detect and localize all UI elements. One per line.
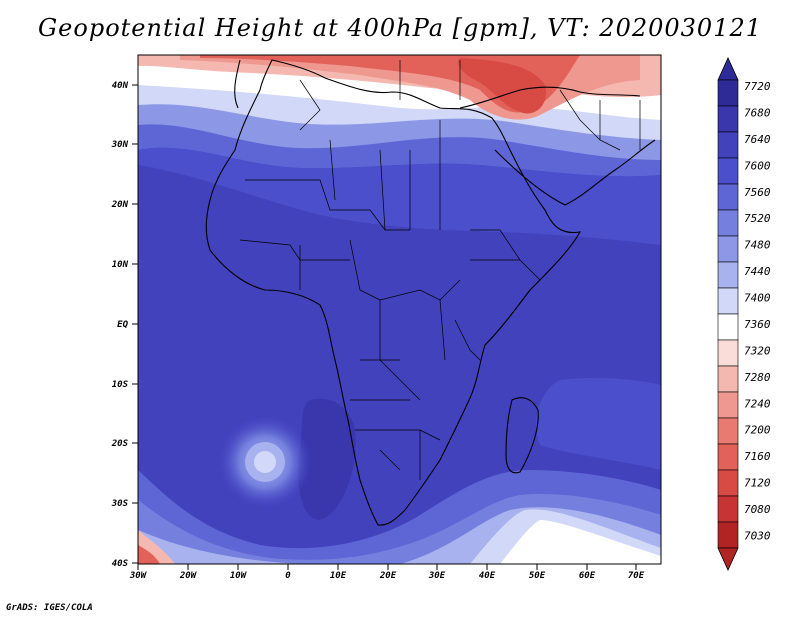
colorbar-swatch [717,391,739,419]
colorbar-swatch [717,495,739,523]
colorbar-swatch [717,287,739,315]
colorbar-label: 7720 [744,80,771,93]
lat-label: EQ [117,320,128,330]
colorbar-label: 7600 [744,159,771,172]
lon-label: 20E [379,571,397,581]
colorbar-swatch [717,105,739,133]
country-borders [239,60,641,480]
latitude-axis [132,84,138,564]
colorbar-label: 7160 [744,450,771,463]
colorbar-label: 7640 [744,133,771,146]
lat-label: 30S [111,499,129,509]
colorbar-swatch [717,209,739,237]
colorbar-swatch [717,261,739,289]
colorbar-label: 7440 [744,265,771,278]
chart-title: Geopotential Height at 400hPa [gpm], VT:… [38,14,762,42]
lon-label: 30E [428,571,446,581]
colorbar: 7720 7680 7640 7600 7560 7520 7480 7440 7400 7360… [717,57,771,571]
colorbar-swatch [717,469,739,497]
colorbar-high-arrow [717,57,739,81]
colorbar-swatch [717,417,739,445]
colorbar-label: 7200 [744,424,771,437]
lat-label: 20S [111,439,129,449]
colorbar-swatch [717,183,739,211]
colorbar-label: 7400 [744,292,771,305]
lon-label: 10E [330,571,347,581]
colorbar-label: 7680 [744,106,771,119]
map-frame [137,54,662,565]
colorbar-label: 7520 [744,212,771,225]
colorbar-swatch [717,365,739,393]
lat-label: 10S [112,380,129,390]
lon-label: 50E [529,571,546,581]
colorbar-swatch [717,313,739,341]
lon-label: 30W [129,571,148,581]
lon-label: 70E [628,571,645,581]
colorbar-swatch [717,443,739,471]
colorbar-label: 7240 [744,397,771,410]
lat-label: 10N [112,260,129,270]
lon-label: 20W [179,571,198,581]
lon-label: 40E [479,571,496,581]
colorbar-swatch [717,131,739,159]
africa-coastline [205,59,656,526]
colorbar-label: 7360 [744,318,771,331]
longitude-labels: 30W 20W 10W 0 10E 20E 30E 40E 50E 60E 70… [129,571,645,581]
grads-credit: GrADS: IGES/COLA [6,603,93,613]
colorbar-label: 7320 [744,344,771,357]
latitude-labels: 40N 30N 20N 10N EQ 10S 20S 30S 40S [111,81,129,569]
colorbar-swatch [717,79,739,107]
colorbar-swatch [717,521,739,549]
height-field-shading [138,55,661,564]
lat-label: 30N [111,140,129,150]
lat-label: 40N [112,81,129,91]
colorbar-label: 7030 [744,529,771,542]
colorbar-label: 7120 [744,477,771,490]
lat-label: 40S [112,559,129,569]
colorbar-swatch [717,235,739,263]
colorbar-label: 7280 [744,371,771,384]
lon-label: 0 [285,571,291,581]
lat-label: 20N [111,200,129,210]
colorbar-swatch [717,339,739,367]
colorbar-label: 7080 [744,503,771,516]
longitude-axis [137,564,637,570]
colorbar-label: 7480 [744,239,771,252]
colorbar-low-arrow [717,547,739,571]
colorbar-swatch [717,157,739,185]
lon-label: 10W [230,571,248,581]
colorbar-label: 7560 [744,186,771,199]
lon-label: 60E [579,571,596,581]
